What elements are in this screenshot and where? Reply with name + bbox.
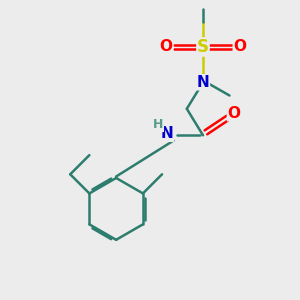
Text: N: N [196,75,209,90]
Text: O: O [233,39,246,54]
Text: O: O [160,39,173,54]
Text: H: H [153,118,164,131]
Text: N: N [161,126,173,141]
Text: S: S [197,38,209,56]
Text: O: O [227,106,240,121]
